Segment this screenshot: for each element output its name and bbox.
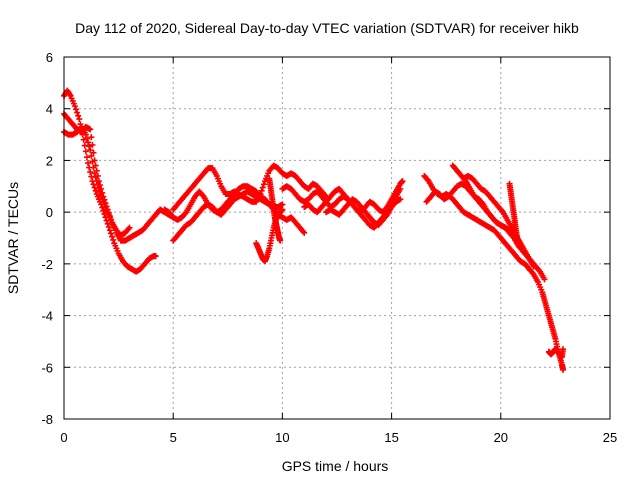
y-tick-label: 0 <box>46 205 53 220</box>
data-point <box>75 112 82 119</box>
data-point <box>87 169 94 176</box>
data-point <box>92 187 99 194</box>
data-point <box>277 237 284 244</box>
data-point <box>110 236 117 243</box>
x-tick-label: 15 <box>384 430 398 445</box>
data-point <box>71 103 78 110</box>
data-point <box>560 346 567 353</box>
y-tick-label: -4 <box>41 309 53 324</box>
grid-layer <box>64 57 610 419</box>
data-point <box>100 207 107 214</box>
data-point <box>105 224 112 231</box>
x-axis-label: GPS time / hours <box>282 458 389 474</box>
data-point <box>260 181 267 188</box>
data-point <box>97 181 104 188</box>
ticks-layer: 0 5 10 15 20 25 -8 -6 -4 -2 0 2 4 6 <box>41 50 617 445</box>
data-point <box>301 229 308 236</box>
data-point <box>74 109 81 116</box>
data-point <box>90 149 97 156</box>
series-trace-p <box>506 180 522 247</box>
x-tick-label: 25 <box>603 430 617 445</box>
y-tick-label: -6 <box>41 360 53 375</box>
data-point <box>95 178 102 185</box>
data-point <box>88 134 95 141</box>
data-point <box>89 141 96 148</box>
y-tick-label: -8 <box>41 412 53 427</box>
data-point <box>101 196 108 203</box>
series-trace-c <box>61 110 133 239</box>
data-point <box>73 106 80 113</box>
data-point <box>107 230 114 237</box>
chart-title: Day 112 of 2020, Sidereal Day-to-day VTE… <box>75 20 579 36</box>
data-point <box>94 172 101 179</box>
series-trace-a <box>61 87 159 275</box>
data-point <box>83 154 90 161</box>
data-point <box>99 189 106 196</box>
series-trace-h <box>266 175 284 244</box>
data-point <box>100 193 107 200</box>
data-point <box>85 139 92 146</box>
data-point <box>104 220 111 227</box>
data-point <box>91 184 98 191</box>
data-point <box>82 131 89 138</box>
data-point <box>399 178 406 185</box>
data-point <box>80 136 87 143</box>
data-point <box>106 227 113 234</box>
y-tick-label: 2 <box>46 153 53 168</box>
y-axis-label: SDTVAR / TECUs <box>5 182 21 294</box>
data-point <box>92 162 99 169</box>
y-tick-label: 6 <box>46 50 53 65</box>
data-point <box>83 135 90 142</box>
data-point <box>107 216 114 223</box>
x-tick-label: 20 <box>494 430 508 445</box>
data-point <box>152 253 159 260</box>
series-trace-d <box>170 162 330 213</box>
data-point <box>104 206 111 213</box>
data-point <box>98 185 105 192</box>
data-point <box>85 160 92 167</box>
data-point <box>86 143 93 150</box>
series-trace-b <box>61 123 177 244</box>
data-point <box>105 209 112 216</box>
data-point <box>279 201 286 208</box>
y-tick-label: 4 <box>46 102 53 117</box>
data-point <box>560 366 567 373</box>
x-tick-label: 5 <box>170 430 177 445</box>
series-trace-e <box>170 188 308 244</box>
x-tick-label: 10 <box>275 430 289 445</box>
data-point <box>76 116 83 123</box>
data-point <box>88 152 95 159</box>
data-point <box>93 167 100 174</box>
data-point <box>126 224 133 231</box>
data-point <box>515 240 522 247</box>
data-point <box>541 276 548 283</box>
data-point <box>87 147 94 154</box>
data-point <box>87 126 94 133</box>
series-trace-q <box>545 346 567 360</box>
data-point <box>530 263 537 270</box>
data-point <box>106 213 113 220</box>
data-point <box>102 200 109 207</box>
points-layer <box>61 87 567 373</box>
data-point <box>82 148 89 155</box>
data-point <box>109 233 116 240</box>
data-point <box>259 184 266 191</box>
plot-frame <box>63 56 611 420</box>
data-point <box>397 196 404 203</box>
series-trace-k <box>323 196 404 229</box>
data-point <box>258 187 265 194</box>
data-point <box>397 185 404 192</box>
x-tick-label: 0 <box>60 430 67 445</box>
data-point <box>279 206 286 213</box>
data-point <box>91 157 98 164</box>
data-point <box>103 203 110 210</box>
y-tick-label: -2 <box>41 257 53 272</box>
